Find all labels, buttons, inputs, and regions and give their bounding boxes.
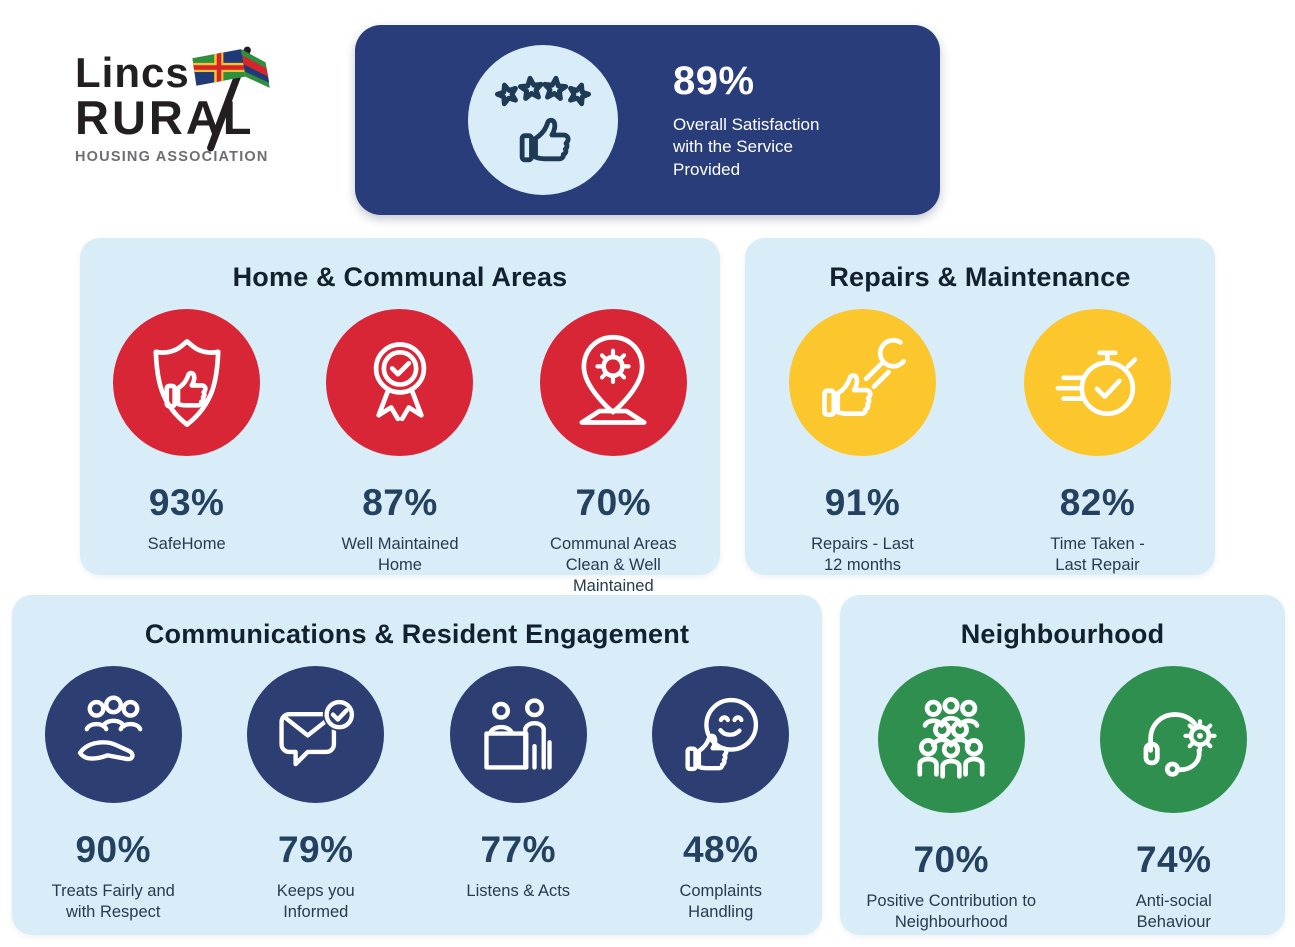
location-pin-gear-icon (561, 331, 665, 435)
stat-value: 74% (1135, 839, 1212, 880)
stat-complaints-handling: 48% Complaints Handling (620, 666, 823, 923)
reception-desk-icon (470, 686, 567, 783)
card-neighbourhood: Neighbourhood 70% Positive Contribution … (840, 595, 1285, 935)
card-title: Home & Communal Areas (232, 262, 568, 292)
award-medal-icon (348, 331, 452, 435)
stat-anti-social-behaviour: 74% Anti-social Behaviour (1063, 666, 1286, 933)
stat-treats-fairly: 90% Treats Fairly and with Respect (12, 666, 215, 923)
logo-text-lincs: Lincs (75, 49, 190, 96)
stat-listens-and-acts: 77% Listens & Acts (417, 666, 620, 902)
fast-stopwatch-icon (1046, 331, 1150, 435)
stat-label: SafeHome (147, 535, 226, 553)
card-home-communal-areas: Home & Communal Areas 93% SafeHome 87% W… (80, 238, 720, 595)
stat-repairs-last-12-months: 91% Repairs - Last 12 months (745, 309, 980, 576)
shield-thumbs-up-icon (135, 331, 239, 435)
people-in-hand-icon (65, 686, 162, 783)
stat-icon-circle (877, 666, 1025, 813)
stat-value: 77% (480, 829, 557, 870)
stat-label: Communal Areas Clean & Well Maintained (550, 535, 677, 596)
stat-value: 79% (277, 829, 354, 870)
hand-wrench-icon (811, 331, 915, 435)
smiley-thumbs-up-icon (672, 686, 769, 783)
stat-label: Time Taken - Last Repair (1050, 535, 1145, 575)
stat-icon-circle (1024, 309, 1171, 456)
overall-satisfaction-banner: 89% Overall Satisfaction with the Servic… (355, 25, 940, 215)
stat-icon-circle (247, 666, 385, 803)
stat-icon-circle (326, 309, 474, 456)
card-communications-resident-engagement: Communications & Resident Engagement 90%… (12, 595, 822, 935)
stat-time-taken-last-repair: 82% Time Taken - Last Repair (980, 309, 1215, 576)
stat-value: 90% (75, 829, 152, 870)
stat-value: 70% (575, 482, 652, 523)
stat-label: Keeps you Informed (276, 882, 355, 922)
lincs-rural-logo: Lincs RURAL HOUSING ASSOCIATION (75, 46, 305, 182)
stat-icon-circle (44, 666, 182, 803)
stat-communal-areas: 70% Communal Areas Clean & Well Maintain… (507, 309, 720, 597)
stat-keeps-you-informed: 79% Keeps you Informed (215, 666, 418, 923)
stat-icon-circle (113, 309, 261, 456)
stat-value: 91% (824, 482, 901, 523)
stat-label: Well Maintained Home (341, 535, 459, 575)
stat-label: Listens & Acts (466, 882, 571, 900)
headset-gear-icon (1122, 688, 1226, 792)
community-crowd-icon (899, 688, 1003, 792)
stat-icon-circle (652, 666, 790, 803)
stat-value: 82% (1059, 482, 1136, 523)
stat-icon-circle (539, 309, 687, 456)
stat-label: Treats Fairly and with Respect (51, 882, 175, 922)
overall-satisfaction-value: 89% (673, 58, 755, 103)
logo-text-housing-association: HOUSING ASSOCIATION (75, 148, 269, 165)
overall-satisfaction-label: Overall Satisfaction with the Service Pr… (673, 114, 820, 179)
logo-text-rural: RURAL (75, 91, 255, 144)
stat-value: 70% (913, 839, 990, 880)
card-title: Repairs & Maintenance (829, 262, 1131, 292)
stat-positive-contribution: 70% Positive Contribution to Neighbourho… (840, 666, 1063, 933)
stars-thumbs-up-icon (489, 66, 597, 174)
stat-safehome: 93% SafeHome (80, 309, 293, 555)
stat-value: 93% (148, 482, 225, 523)
stat-value: 48% (682, 829, 759, 870)
stat-label: Complaints Handling (679, 882, 763, 922)
card-title: Neighbourhood (960, 619, 1165, 649)
stat-label: Anti-social Behaviour (1135, 892, 1212, 932)
card-repairs-maintenance: Repairs & Maintenance 91% Repairs - Last… (745, 238, 1215, 575)
stat-icon-circle (1100, 666, 1248, 813)
stat-well-maintained-home: 87% Well Maintained Home (293, 309, 506, 576)
stat-label: Positive Contribution to Neighbourhood (866, 892, 1037, 932)
stat-icon-circle (789, 309, 936, 456)
card-title: Communications & Resident Engagement (144, 619, 690, 649)
stat-value: 87% (362, 482, 438, 523)
stat-icon-circle (449, 666, 587, 803)
banner-icon-circle (468, 45, 618, 195)
message-check-icon (267, 686, 364, 783)
stat-label: Repairs - Last 12 months (811, 535, 914, 575)
